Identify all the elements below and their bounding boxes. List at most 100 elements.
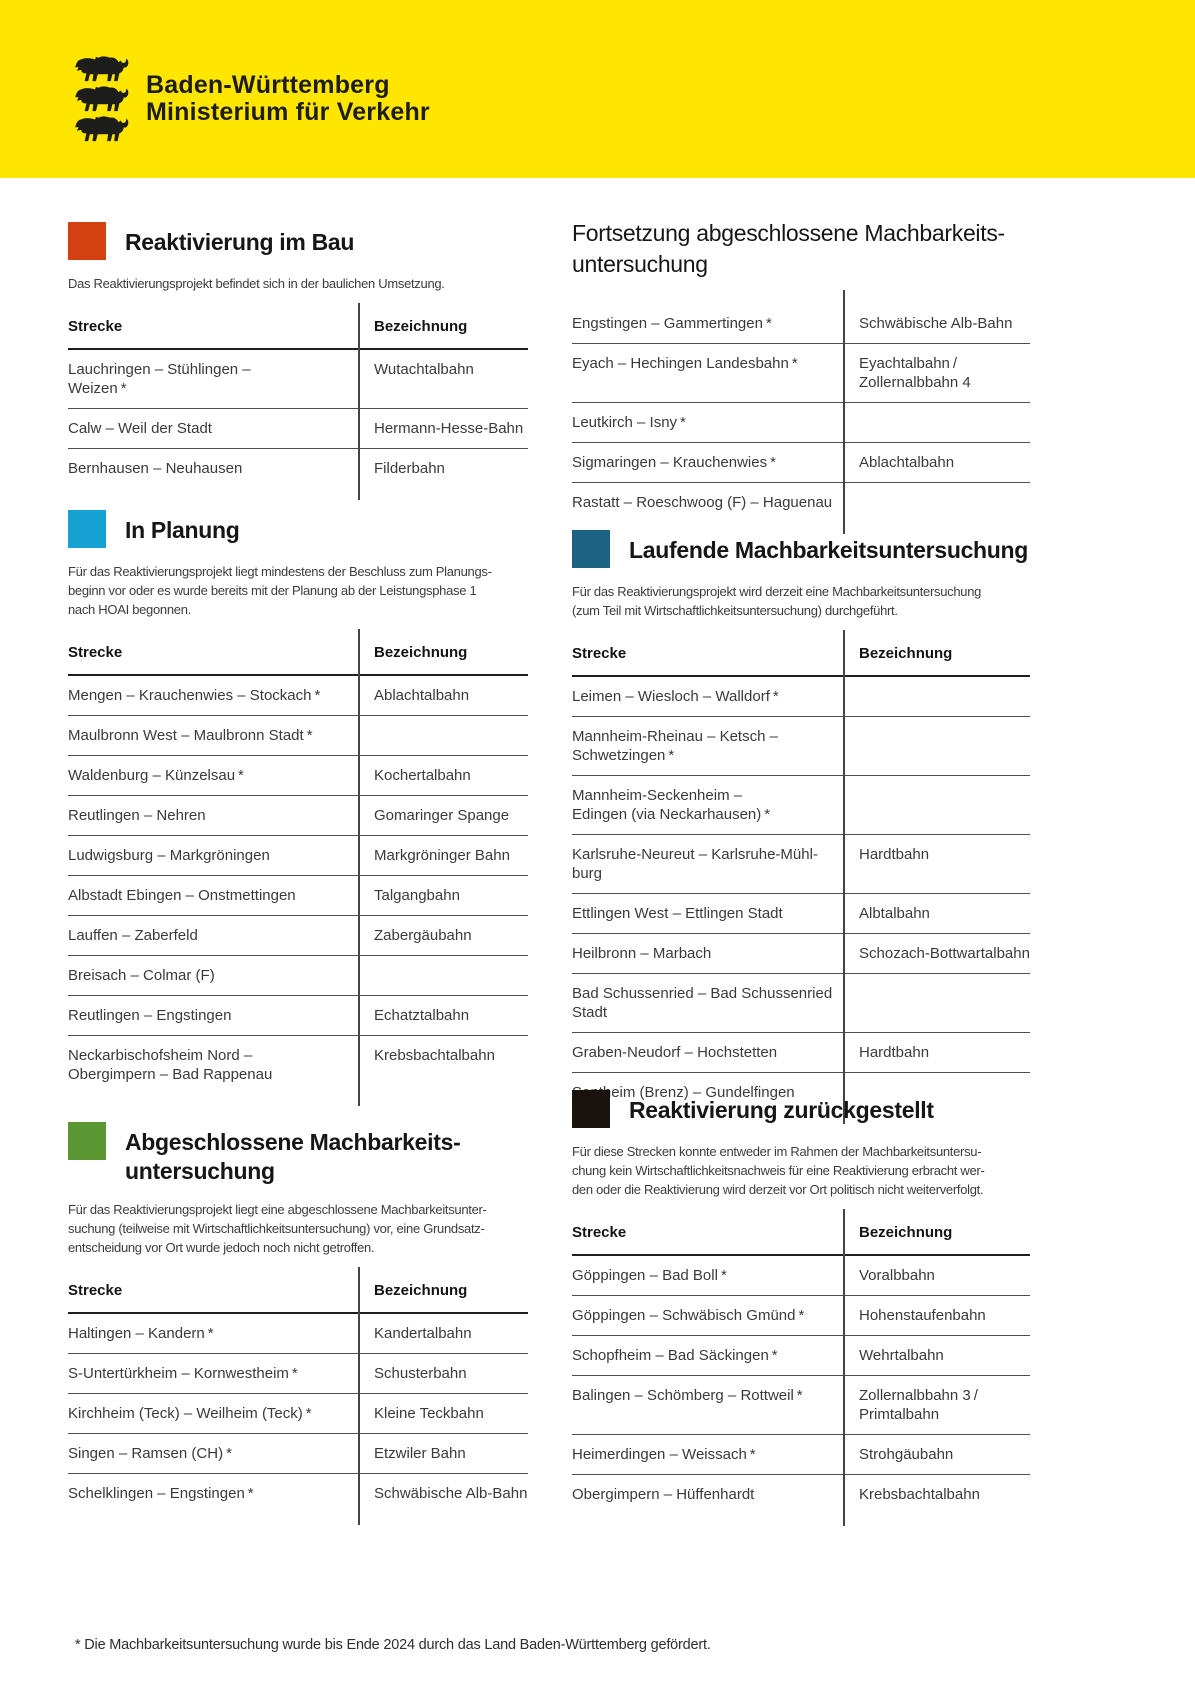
table-row: Rastatt – Roeschwoog (F) – Haguenau [572, 482, 1030, 522]
bezeichnung-cell: Ablachtalbahn [859, 454, 955, 471]
bezeichnung-cell: Schozach-Bottwartalbahn [859, 945, 1030, 962]
bezeichnung-cell: Kandertalbahn [374, 1325, 472, 1342]
coat-of-arms-lion-icon [75, 86, 129, 112]
section-reaktivierung-zurueckgestellt: Reaktivierung zurückgestellt Für diese St… [572, 1090, 1030, 1526]
table-header-row: Strecke Bezeichnung [68, 1281, 528, 1314]
section-fortsetzung-abgeschlossene-machbarkeitsuntersuchung: Fortsetzung abgeschlossene Machbarkeits-… [572, 218, 1030, 534]
table-row: Schopfheim – Bad Säckingen * Wehrtalbahn [572, 1335, 1030, 1375]
table-row: Schelklingen – Engstingen * Schwäbische A… [68, 1473, 528, 1513]
table-row: Leimen – Wiesloch – Walldorf * [572, 677, 1030, 716]
strecke-cell: Leimen – Wiesloch – Walldorf * [572, 688, 779, 705]
table-row: Reutlingen – Nehren Gomaringer Spange [68, 795, 528, 835]
strecken-table: Strecke Bezeichnung Haltingen – Kandern * K… [68, 1267, 528, 1525]
bezeichnung-cell: Markgröninger Bahn [374, 847, 510, 864]
table-divider-line [843, 1209, 845, 1526]
table-row: Albstadt Ebingen – Onstmettingen Talgangb… [68, 875, 528, 915]
table-divider-line [358, 629, 360, 1106]
bezeichnung-cell [843, 483, 1030, 522]
table-row: Mannheim-Seckenheim – Edingen (via Necka… [572, 775, 1030, 834]
table-row: Heimerdingen – Weissach * Strohgäubahn [572, 1434, 1030, 1474]
table-header-row: Strecke Bezeichnung [572, 644, 1030, 677]
bezeichnung-cell: Eyachtalbahn / Zollernalbbahn 4 [859, 355, 971, 391]
bezeichnung-cell: Filderbahn [374, 460, 445, 477]
section-title: Reaktivierung im Bau [125, 229, 355, 255]
bezeichnung-cell: Etzwiler Bahn [374, 1445, 466, 1462]
bezeichnung-cell [843, 403, 1030, 442]
section-description: Das Reaktivierungsprojekt befindet sich … [68, 276, 445, 291]
strecke-cell: Balingen – Schömberg – Rottweil * [572, 1387, 803, 1404]
section-header: Abgeschlossene Machbarkeits- untersuchun… [68, 1122, 528, 1186]
strecke-cell: Neckarbischofsheim Nord – Obergimpern – … [68, 1047, 273, 1083]
table-row: Göppingen – Schwäbisch Gmünd * Hohenstauf… [572, 1295, 1030, 1335]
table-row: Ludwigsburg – Markgröningen Markgröninger… [68, 835, 528, 875]
table-header-row: Strecke Bezeichnung [68, 643, 528, 676]
strecke-cell: Albstadt Ebingen – Onstmettingen [68, 887, 296, 904]
footnote: * Die Machbarkeitsuntersuchung wurde bis… [75, 1636, 711, 1653]
strecke-cell: Göppingen – Schwäbisch Gmünd * [572, 1307, 805, 1324]
section-title: In Planung [125, 517, 240, 543]
bezeichnung-cell: Hardtbahn [859, 1044, 930, 1061]
strecken-table: Strecke Bezeichnung Mengen – Krauchenwies … [68, 629, 528, 1106]
bezeichnung-cell [843, 974, 1030, 1032]
strecke-cell: Ludwigsburg – Markgröningen [68, 847, 270, 864]
strecke-cell: Waldenburg – Künzelsau * [68, 767, 244, 784]
table-header-row: Strecke Bezeichnung [572, 1223, 1030, 1256]
section-header: Reaktivierung zurückgestellt [572, 1090, 1030, 1128]
strecke-cell: Eyach – Hechingen Landesbahn * [572, 355, 798, 372]
strecken-table: Engstingen – Gammertingen * Schwäbische A… [572, 290, 1030, 534]
table-header-row: Strecke Bezeichnung [68, 317, 528, 350]
strecke-cell: Haltingen – Kandern * [68, 1325, 214, 1342]
table-row: Sigmaringen – Krauchenwies * Ablachtalbah… [572, 442, 1030, 482]
bezeichnung-cell: Schwäbische Alb-Bahn [374, 1485, 528, 1502]
section-header: In Planung [68, 510, 528, 548]
table-row: Breisach – Colmar (F) [68, 955, 528, 995]
strecke-cell: Sigmaringen – Krauchenwies * [572, 454, 776, 471]
table-divider-line [358, 303, 360, 500]
bezeichnung-column-header: Bezeichnung [374, 644, 468, 661]
strecke-column-header: Strecke [68, 644, 123, 661]
table-row: Mengen – Krauchenwies – Stockach * Ablach… [68, 676, 528, 715]
coat-of-arms-lion-icon [75, 116, 129, 142]
strecke-cell: Breisach – Colmar (F) [68, 967, 215, 984]
bezeichnung-cell: Schwäbische Alb-Bahn [859, 315, 1013, 332]
strecke-cell: Obergimpern – Hüffenhardt [572, 1486, 755, 1503]
strecke-cell: Bad Schussenried – Bad Schussenried Stad… [572, 985, 833, 1021]
bezeichnung-column-header: Bezeichnung [374, 318, 468, 335]
table-row: Engstingen – Gammertingen * Schwäbische A… [572, 304, 1030, 343]
bezeichnung-column-header: Bezeichnung [374, 1282, 468, 1299]
table-row: Heilbronn – Marbach Schozach-Bottwartalba… [572, 933, 1030, 973]
bezeichnung-cell: Zollernalbbahn 3 / Primtalbahn [859, 1387, 978, 1423]
strecke-column-header: Strecke [68, 1282, 123, 1299]
ministry-banner: Baden-Württemberg Ministerium für Verkeh… [0, 0, 1195, 178]
table-row: Bad Schussenried – Bad Schussenried Stad… [572, 973, 1030, 1032]
section-description: Für das Reaktivierungsprojekt liegt eine… [68, 1202, 487, 1255]
strecke-cell: Calw – Weil der Stadt [68, 420, 212, 437]
table-row: Reutlingen – Engstingen Echatztalbahn [68, 995, 528, 1035]
bezeichnung-cell: Ablachtalbahn [374, 687, 470, 704]
strecke-cell: Engstingen – Gammertingen * [572, 315, 772, 332]
bezeichnung-cell: Krebsbachtalbahn [374, 1047, 495, 1064]
bezeichnung-cell: Echatztalbahn [374, 1007, 470, 1024]
bezeichnung-column-header: Bezeichnung [859, 645, 953, 662]
bezeichnung-cell: Kleine Teckbahn [374, 1405, 484, 1422]
column-right: Fortsetzung abgeschlossene Machbarkeits-… [572, 0, 1030, 1691]
strecke-column-header: Strecke [572, 645, 627, 662]
bezeichnung-cell: Krebsbachtalbahn [859, 1486, 980, 1503]
table-row: Karlsruhe-Neureut – Karlsruhe-Mühl- burg… [572, 834, 1030, 893]
bezeichnung-cell [843, 776, 1030, 834]
strecke-cell: Göppingen – Bad Boll * [572, 1267, 727, 1284]
bezeichnung-cell: Talgangbahn [374, 887, 460, 904]
section-title: Reaktivierung zurückgestellt [629, 1097, 934, 1123]
table-row: Balingen – Schömberg – Rottweil * Zollern… [572, 1375, 1030, 1434]
table-row: S-Untertürkheim – Kornwestheim * Schuster… [68, 1353, 528, 1393]
strecke-cell: Schelklingen – Engstingen * [68, 1485, 254, 1502]
legend-color-swatch [68, 1122, 106, 1160]
bezeichnung-cell: Schusterbahn [374, 1365, 467, 1382]
strecken-table: Strecke Bezeichnung Leimen – Wiesloch – Wa… [572, 630, 1030, 1124]
table-divider-line [843, 630, 845, 1124]
table-row: Bernhausen – Neuhausen Filderbahn [68, 448, 528, 488]
table-row: Göppingen – Bad Boll * Voralbbahn [572, 1256, 1030, 1295]
legend-color-swatch [68, 222, 106, 260]
strecken-table: Strecke Bezeichnung Lauchringen – Stühling… [68, 303, 528, 500]
bezeichnung-column-header: Bezeichnung [859, 1224, 953, 1241]
